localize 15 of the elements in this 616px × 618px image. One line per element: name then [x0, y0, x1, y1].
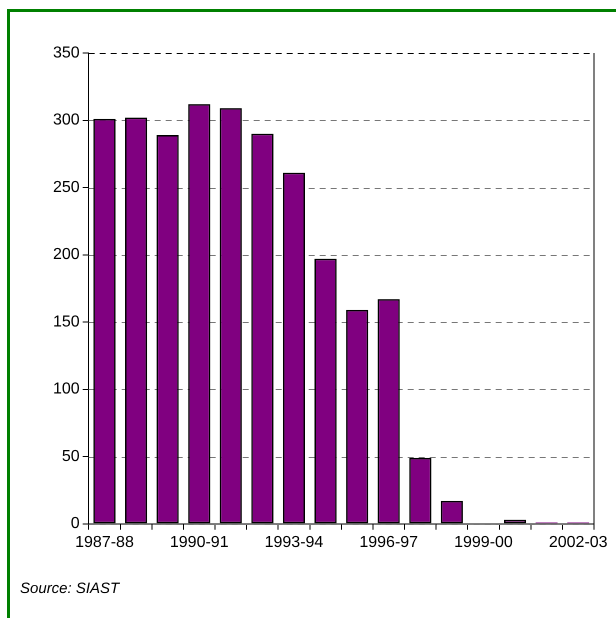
x-tick-label: 1990-91: [170, 534, 229, 551]
y-tick-label: 0: [70, 515, 80, 532]
x-tick-label: 1999-00: [454, 534, 513, 551]
y-tick-label: 300: [52, 112, 80, 129]
x-tick-label: 1996-97: [359, 534, 418, 551]
x-tick-label: 1993-94: [264, 534, 324, 551]
y-tick-label: 150: [52, 313, 80, 330]
source-note: Source: SIAST: [20, 580, 120, 597]
y-tick-label: 100: [52, 380, 80, 398]
y-tick-label: 250: [52, 178, 80, 196]
x-tick-label: 1987-88: [75, 534, 134, 551]
y-tick-label: 50: [62, 448, 80, 465]
x-tick-label: 2002-03: [548, 534, 608, 551]
y-tick-label: 350: [52, 44, 80, 62]
y-tick-label: 200: [52, 246, 80, 264]
